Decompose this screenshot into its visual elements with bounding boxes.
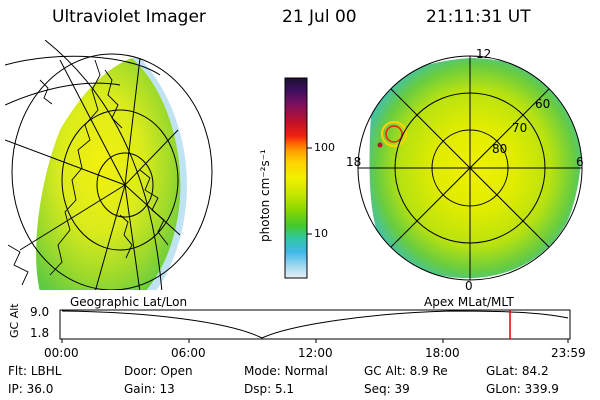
mode-value: Normal <box>284 364 328 378</box>
dsp-info: Dsp: 5.1 <box>244 382 295 396</box>
gc-alt-info: GC Alt: 8.9 Re <box>364 364 448 378</box>
lat-80-label: 80 <box>492 142 508 156</box>
altitude-x-tick: 12:00 <box>298 346 333 360</box>
gain-info: Gain: 13 <box>124 382 175 396</box>
altitude-plot <box>59 309 571 343</box>
glon-value: 339.9 <box>524 382 559 396</box>
gc-alt-value: 8.9 Re <box>409 364 448 378</box>
seq-info: Seq: 39 <box>364 382 410 396</box>
time-label: 21:11:31 UT <box>426 7 531 27</box>
altitude-x-tick: 23:59 <box>551 346 586 360</box>
filter-info: Flt: LBHL <box>8 364 62 378</box>
lat-70-label: 70 <box>512 121 528 135</box>
mlt-12-label: 12 <box>476 47 492 61</box>
mlt-18-label: 18 <box>346 155 362 169</box>
app-title: Ultraviolet Imager <box>52 7 206 27</box>
glon-info: GLon: 339.9 <box>486 382 559 396</box>
mlt-0-label: 0 <box>465 279 473 293</box>
gain-value: 13 <box>159 382 175 396</box>
seq-value: 39 <box>394 382 410 396</box>
date-label: 21 Jul 00 <box>282 7 357 27</box>
colorbar-unit-label: photon cm⁻²s⁻¹ <box>258 149 272 242</box>
right-panel-caption: Apex MLat/MLT <box>424 295 514 309</box>
lat-60-label: 60 <box>535 97 551 111</box>
filter-value: LBHL <box>30 364 62 378</box>
glat-info: GLat: 84.2 <box>486 364 549 378</box>
altitude-y-bottom: 1.8 <box>30 326 50 340</box>
ip-info: IP: 36.0 <box>8 382 54 396</box>
polar-image <box>357 55 583 281</box>
left-panel-caption: Geographic Lat/Lon <box>70 295 188 309</box>
glat-value: 84.2 <box>521 364 549 378</box>
dsp-value: 5.1 <box>274 382 295 396</box>
mode-info: Mode: Normal <box>244 364 328 378</box>
colorbar-tick-10: 10 <box>314 227 328 240</box>
door-info: Door: Open <box>124 364 193 378</box>
altitude-x-tick: 18:00 <box>425 346 460 360</box>
mlt-6-label: 6 <box>576 155 584 169</box>
ip-value: 36.0 <box>26 382 54 396</box>
colorbar <box>284 77 308 279</box>
door-value: Open <box>160 364 193 378</box>
altitude-y-top: 9.0 <box>30 305 50 319</box>
altitude-x-tick: 06:00 <box>171 346 206 360</box>
geographic-image <box>5 40 213 290</box>
altitude-x-tick: 00:00 <box>44 346 79 360</box>
colorbar-tick-100: 100 <box>314 141 335 154</box>
altitude-ylabel: GC Alt <box>8 303 21 338</box>
